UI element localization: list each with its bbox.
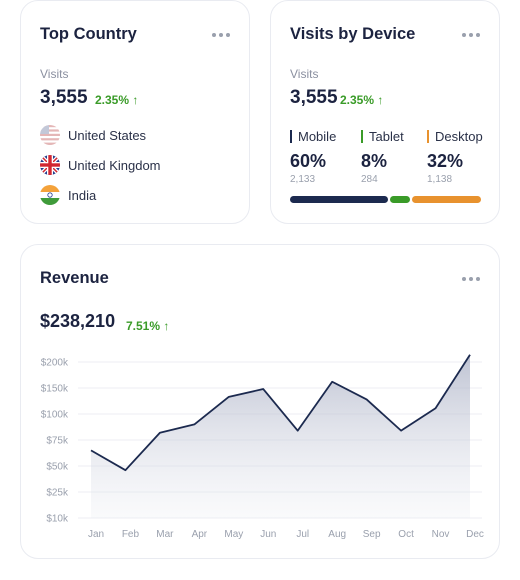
device-name: Tablet	[361, 130, 404, 143]
visits-change-value: 2.35%	[95, 93, 130, 107]
visits-change: 2.35% ↑	[340, 93, 383, 107]
device-count: 284	[361, 174, 378, 185]
country-name: United States	[68, 127, 147, 143]
device-percent: 8%	[361, 151, 388, 171]
india-flag-icon	[40, 185, 60, 205]
device-percent: 60%	[290, 151, 327, 171]
device-mobile: Mobile 60% 2,133	[290, 130, 336, 185]
country-item[interactable]: United States	[40, 125, 146, 145]
device-count: 2,133	[290, 174, 316, 185]
revenue-change: 7.51% ↑	[126, 319, 169, 333]
arrow-up-icon: ↑	[377, 93, 384, 107]
device-tablet: Tablet 8% 284	[361, 130, 404, 185]
revenue-value: $238,210	[40, 311, 116, 331]
revenue-card: Revenue $238,210 7.51% ↑	[20, 244, 500, 559]
revenue-title: Revenue	[40, 269, 109, 287]
device-count: 1,138	[427, 174, 453, 185]
more-options-icon[interactable]	[460, 29, 482, 41]
arrow-up-icon: ↑	[132, 93, 139, 107]
device-desktop: Desktop 32% 1,138	[427, 130, 483, 185]
visits-value: 3,555	[40, 87, 88, 108]
device-share-bar-desktop	[412, 196, 481, 203]
top-country-title: Top Country	[40, 25, 137, 43]
us-flag-icon	[40, 125, 60, 145]
more-options-icon[interactable]	[210, 29, 232, 41]
visits-label: Visits	[290, 67, 319, 81]
revenue-change-value: 7.51%	[126, 319, 161, 333]
device-name: Desktop	[427, 130, 483, 143]
uk-flag-icon	[40, 155, 60, 175]
arrow-up-icon: ↑	[163, 319, 170, 333]
visits-label: Visits	[40, 67, 69, 81]
visits-value: 3,555	[290, 87, 338, 108]
visits-by-device-card: Visits by Device Visits 3,555 2.35% ↑ Mo…	[270, 0, 500, 224]
country-item[interactable]: India	[40, 185, 96, 205]
device-share-bar-mobile	[290, 196, 388, 203]
country-name: United Kingdom	[68, 157, 161, 173]
top-country-card: Top Country Visits 3,555 2.35% ↑ United …	[20, 0, 250, 224]
country-name: India	[68, 187, 97, 203]
device-share-bar-tablet	[390, 196, 410, 203]
country-item[interactable]: United Kingdom	[40, 155, 161, 175]
device-percent: 32%	[427, 151, 464, 171]
more-options-icon[interactable]	[460, 273, 482, 285]
visits-change-value: 2.35%	[340, 93, 375, 107]
device-name: Mobile	[290, 130, 336, 143]
visits-change: 2.35% ↑	[95, 93, 138, 107]
visits-by-device-title: Visits by Device	[290, 25, 416, 43]
